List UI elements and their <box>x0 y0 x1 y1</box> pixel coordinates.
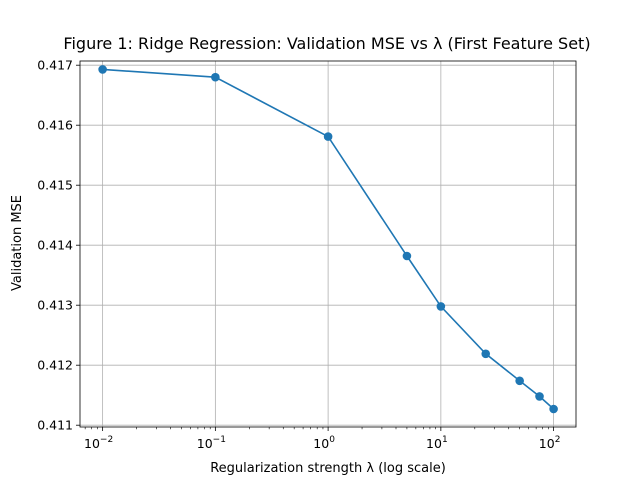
x-tick-label: 101 <box>426 435 448 451</box>
x-axis-label: Regularization strength λ (log scale) <box>210 461 446 476</box>
data-point <box>436 302 446 311</box>
chart-title: Figure 1: Ridge Regression: Validation M… <box>63 34 590 53</box>
data-point <box>402 251 412 261</box>
y-tick-label: 0.414 <box>37 238 73 253</box>
data-point <box>211 72 220 82</box>
data-point <box>535 392 544 401</box>
y-tick-label: 0.412 <box>37 358 73 373</box>
data-point <box>481 349 491 359</box>
x-tick-label: 100 <box>313 435 335 451</box>
data-point <box>98 65 107 74</box>
ticks: 10−2 10−1 100 101 102 0.411 0.412 0.413 0.414 0.4… <box>37 58 560 451</box>
x-tick-label: 10−1 <box>197 435 226 451</box>
y-tick-label: 0.413 <box>37 298 73 313</box>
data-point <box>549 404 558 414</box>
series-layer <box>98 65 558 414</box>
y-tick-label: 0.411 <box>37 418 73 433</box>
y-axis-label: Validation MSE <box>10 195 25 291</box>
y-tick-label: 0.417 <box>37 58 73 73</box>
data-point <box>515 376 524 386</box>
y-tick-label: 0.415 <box>37 178 73 193</box>
x-tick-label: 10−2 <box>84 435 113 451</box>
x-tick-label: 102 <box>539 435 561 451</box>
data-point <box>323 132 333 141</box>
y-tick-label: 0.416 <box>37 118 73 133</box>
grid <box>80 61 576 427</box>
